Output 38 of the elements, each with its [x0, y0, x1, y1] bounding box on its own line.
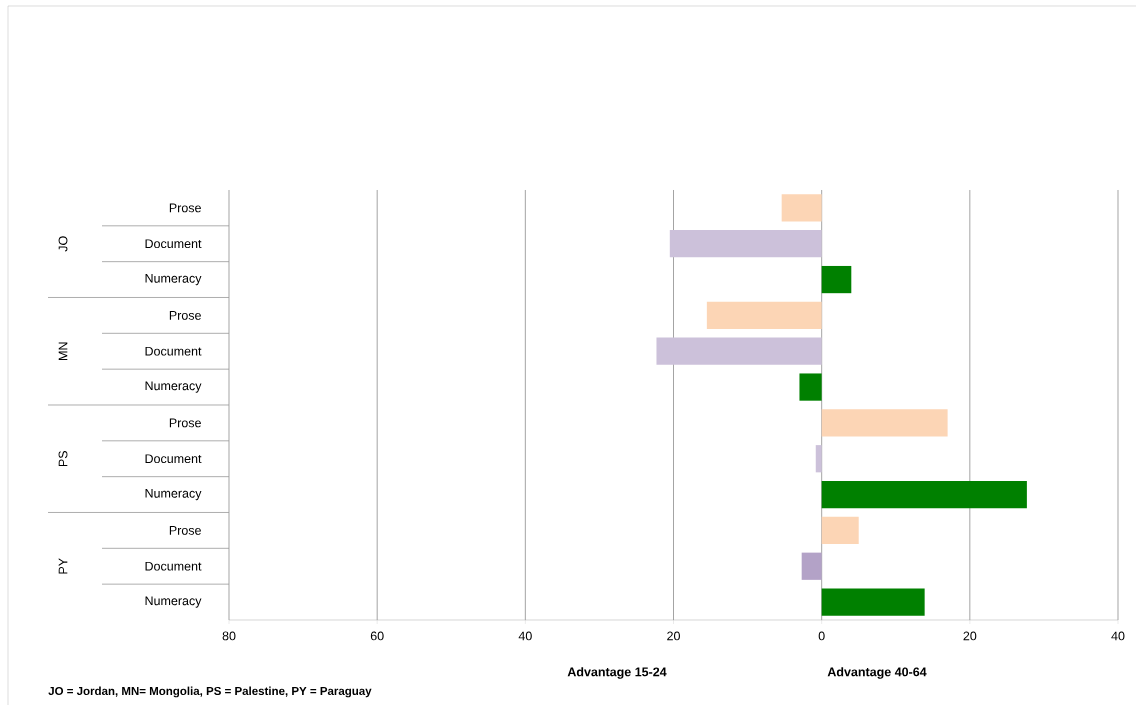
bar: [801, 552, 822, 580]
x-tick-label: 40: [1111, 631, 1125, 641]
y-tick-label: Document: [145, 454, 202, 464]
bar: [821, 480, 1027, 509]
y-tick-label: Numeracy: [145, 273, 202, 286]
text: JO = Jordan, MN= Mongolia, PS = Palestine, PY = Paraguay: [48, 686, 372, 698]
text: PY: [58, 558, 68, 574]
bar: [656, 337, 822, 365]
text: PS: [58, 450, 68, 467]
bar: [669, 230, 822, 258]
y-tick-label: Document: [145, 346, 202, 356]
y-tick-label: Prose: [169, 311, 201, 320]
x-tick-label: 40: [518, 631, 532, 641]
y-tick-label: Numeracy: [145, 596, 202, 608]
y-tick-label: Numeracy: [145, 488, 202, 501]
x-tick-label: 0: [818, 631, 825, 641]
y-tick-label: Document: [145, 561, 202, 571]
text: JO: [58, 236, 68, 252]
x-tick-label: 20: [963, 631, 977, 641]
text: Advantage 15-24: [567, 667, 667, 679]
text: MN: [58, 342, 68, 360]
y-tick-label: Prose: [169, 203, 201, 213]
bar: [821, 588, 925, 616]
bar: [781, 194, 822, 222]
y-tick-label: Numeracy: [145, 381, 202, 393]
text: Advantage 40-64: [827, 667, 927, 679]
y-tick-label: Prose: [169, 526, 201, 535]
bar: [815, 445, 822, 473]
x-tick-label: 80: [222, 631, 236, 641]
bar: [799, 373, 822, 401]
bar: [706, 301, 822, 330]
x-tick-label: 20: [667, 631, 680, 641]
y-tick-label: Document: [145, 239, 202, 249]
x-tick-label: 60: [370, 631, 384, 641]
y-tick-label: Prose: [169, 418, 201, 428]
bar: [821, 409, 948, 437]
bar: [821, 516, 859, 545]
bar: [821, 265, 852, 294]
